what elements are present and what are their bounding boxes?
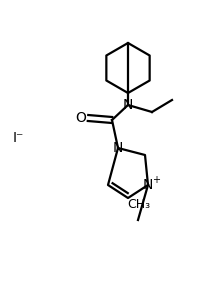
Text: N: N [113,141,123,155]
Text: +: + [152,175,160,185]
Text: O: O [75,111,86,125]
Text: CH₃: CH₃ [127,198,150,211]
Text: N: N [143,178,153,192]
Text: N: N [123,98,133,112]
Text: I⁻: I⁻ [12,131,24,145]
